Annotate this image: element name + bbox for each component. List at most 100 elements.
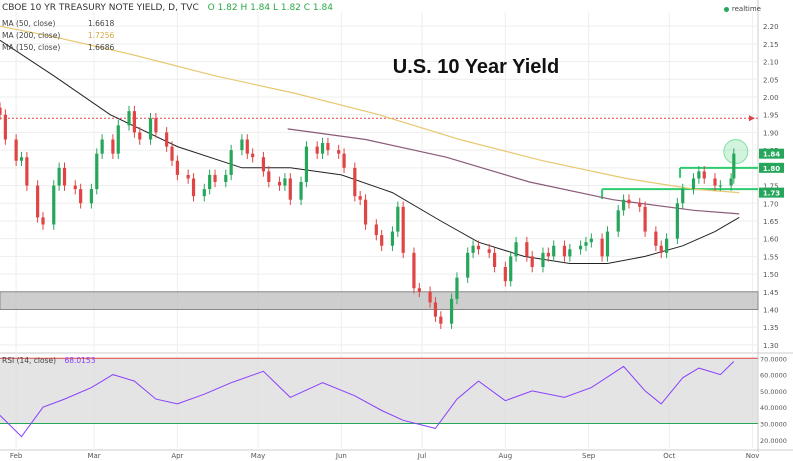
candle-body (568, 249, 572, 257)
symbol-title: CBOE 10 YR TREASURY NOTE YIELD, D, TVC (2, 3, 199, 13)
candle (165, 127, 169, 152)
candle (697, 166, 701, 184)
candle (154, 112, 158, 138)
candle (315, 141, 319, 159)
candle (267, 166, 271, 188)
ma200-legend[interactable]: MA (200, close) 1.7256 (2, 31, 114, 40)
candle (89, 183, 93, 209)
candle (288, 173, 292, 206)
y-tick-label: 1.35 (763, 324, 779, 332)
price-badge (759, 162, 784, 173)
support-band (0, 291, 759, 310)
rsi-y-tick-label: 40.0000 (760, 404, 787, 412)
x-tick-label: Feb (10, 452, 23, 460)
candle-body (116, 125, 120, 154)
ma200-label: MA (200, close) (2, 31, 61, 40)
candle (299, 176, 303, 206)
x-tick-label: Jun (335, 452, 347, 460)
candle-body (396, 206, 400, 232)
ma150-legend[interactable]: MA (150, close) 1.6686 (2, 43, 114, 52)
candle (213, 169, 217, 188)
candle (433, 297, 438, 322)
candle (202, 183, 206, 202)
candle (100, 134, 104, 159)
candle (476, 240, 481, 255)
candle-body (562, 245, 567, 257)
candle-body (503, 267, 507, 282)
candle (186, 169, 190, 184)
candle (41, 212, 45, 230)
candle-body (374, 224, 378, 236)
candle-body (315, 146, 319, 154)
candle-body (697, 171, 701, 179)
candle-body (148, 118, 153, 140)
candle-body (514, 242, 518, 257)
candle (36, 180, 40, 223)
candle (525, 236, 529, 262)
candle-body (170, 146, 174, 161)
x-tick-label: May (251, 452, 265, 460)
candle (358, 190, 362, 206)
candle-body (552, 245, 556, 257)
candle-body (541, 252, 545, 267)
candle (0, 102, 2, 121)
candle-body (19, 157, 24, 161)
y-tick-label: 1.65 (763, 218, 779, 226)
candle-body (175, 160, 180, 175)
candle (170, 141, 174, 167)
candle-body (530, 256, 534, 267)
ma200-value: 1.7256 (88, 31, 115, 40)
moving-averages (0, 25, 740, 264)
candle-body (154, 118, 158, 133)
candle (283, 173, 287, 191)
y-tick-label: 1.75 (763, 183, 779, 191)
candle (675, 197, 679, 244)
candle (73, 180, 77, 195)
candle (224, 169, 228, 188)
candle (62, 162, 67, 191)
ma50-value: 1.6618 (88, 19, 115, 28)
candle-body (665, 238, 669, 253)
candle-body (240, 139, 244, 151)
candle-body (277, 182, 282, 186)
candle (208, 169, 212, 195)
candle (191, 173, 196, 202)
candle-body (455, 277, 459, 299)
candle (240, 134, 244, 156)
candle-body (659, 245, 663, 253)
candle (396, 201, 400, 237)
symbol-header: CBOE 10 YR TREASURY NOTE YIELD, D, TVC O… (2, 3, 333, 13)
candle (342, 148, 346, 174)
candle-body (261, 157, 266, 172)
y-tick-label: 2.20 (763, 23, 779, 31)
candle-body (202, 189, 206, 197)
candle (138, 127, 142, 145)
candle (57, 162, 61, 191)
candle-body (132, 111, 136, 133)
price-badge-label: 1.84 (763, 151, 780, 159)
candle-body (342, 153, 346, 168)
candle-body (229, 150, 233, 175)
candle-body (165, 132, 169, 147)
y-tick-label: 2.05 (763, 76, 779, 84)
candle (665, 233, 669, 259)
candle (390, 226, 395, 252)
x-tick-label: Sep (582, 452, 596, 460)
candle-body (358, 196, 362, 200)
candle-body (363, 199, 368, 225)
x-tick-label: Mar (87, 452, 100, 460)
candle (14, 134, 18, 167)
x-tick-label: Nov (746, 452, 760, 460)
candle-body (245, 139, 249, 154)
candle (337, 144, 341, 159)
candle-body (41, 217, 45, 225)
y-tick-label: 1.95 (763, 112, 779, 120)
candle-body (605, 231, 610, 257)
candle (713, 173, 717, 191)
rsi-legend[interactable]: RSI (14, close) 68.0153 (2, 356, 95, 365)
y-tick-label: 2.10 (763, 59, 779, 67)
candle-body (675, 203, 679, 239)
candle (428, 286, 432, 308)
rsi-line (0, 361, 735, 438)
ma50-legend[interactable]: MA (50, close) 1.6618 (2, 19, 114, 28)
